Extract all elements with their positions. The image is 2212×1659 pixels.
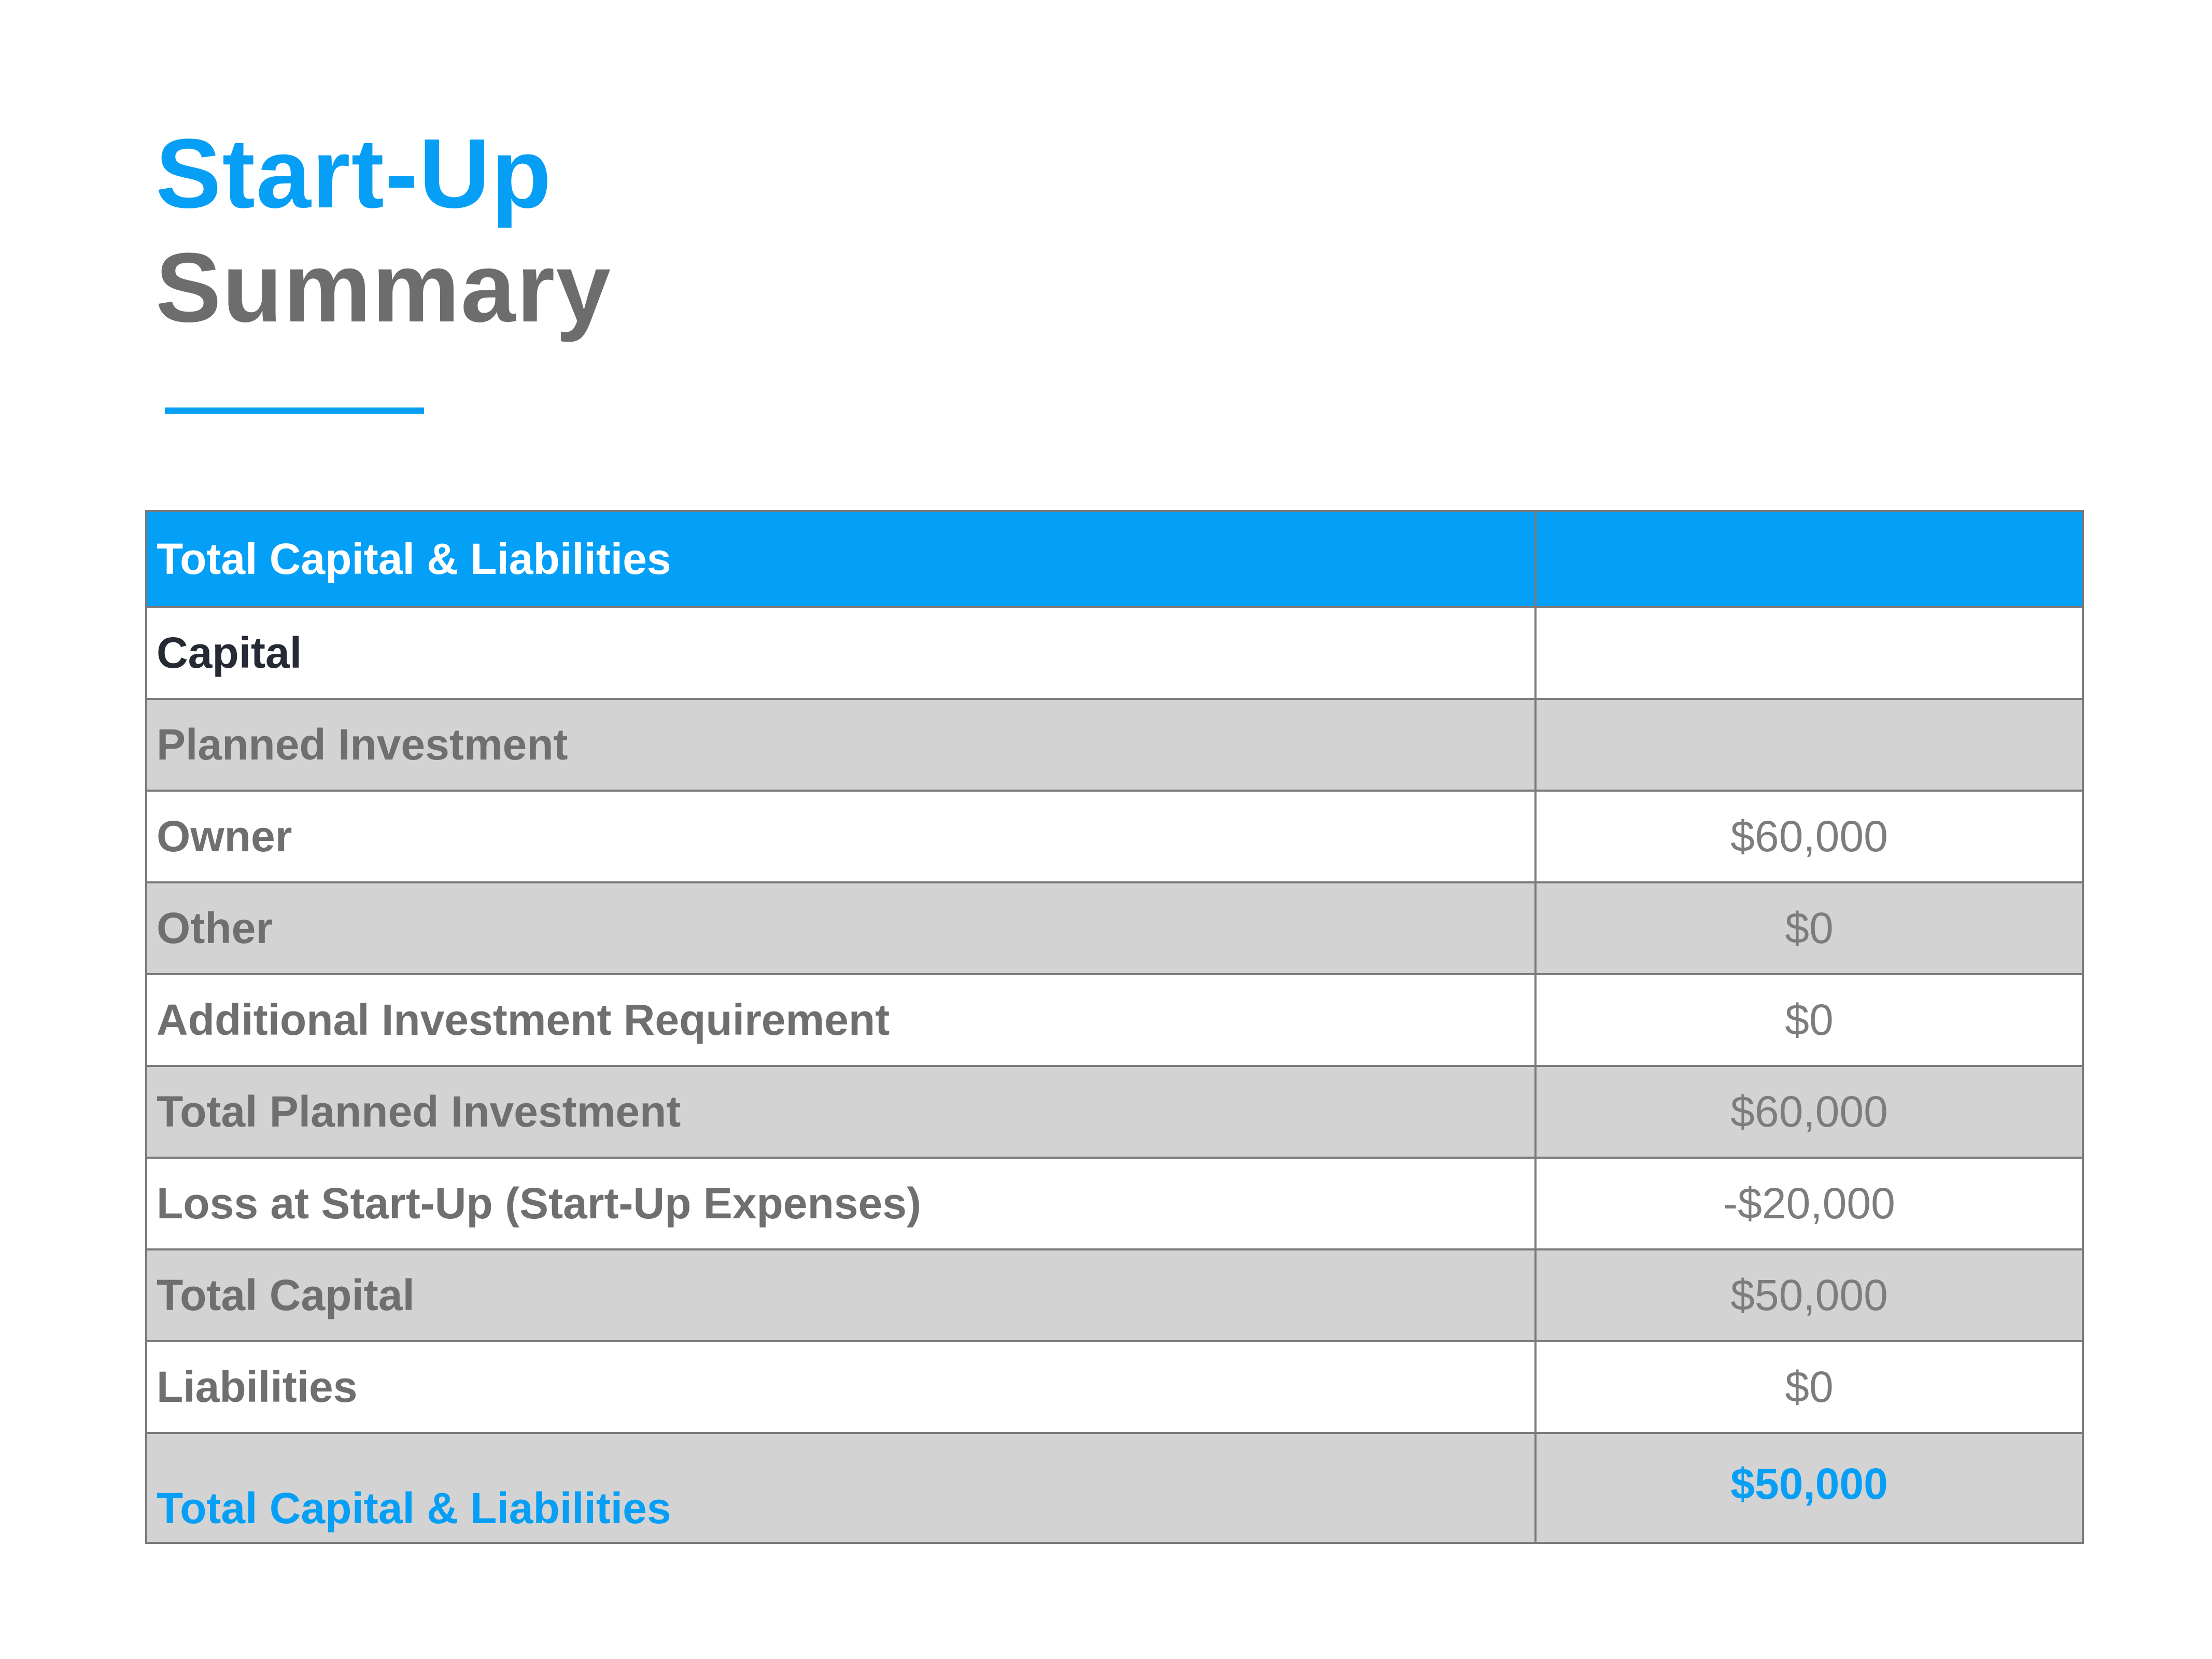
table-row: Additional Investment Requirement $0: [145, 973, 2084, 1067]
table-row: Liabilities $0: [145, 1340, 2084, 1434]
row-label-loss-at-start-up: Loss at Start-Up (Start-Up Expenses): [145, 1157, 1537, 1250]
total-label: Total Capital & Liabilities: [145, 1432, 1537, 1544]
row-value-total-capital: $50,000: [1534, 1248, 2084, 1342]
table-header-row: Total Capital & Liabilities: [145, 510, 2084, 608]
row-value-additional-investment: $0: [1534, 973, 2084, 1067]
table-row: Total Capital $50,000: [145, 1248, 2084, 1342]
row-value-planned-investment: [1534, 698, 2084, 792]
row-value-total-planned-investment: $60,000: [1534, 1065, 2084, 1159]
title-line-start-up: Start-Up: [156, 119, 553, 229]
title-underline: [165, 407, 424, 414]
table-row: Capital: [145, 606, 2084, 700]
startup-summary-table: Total Capital & Liabilities Capital Plan…: [145, 510, 2084, 1544]
row-label-capital: Capital: [145, 606, 1537, 700]
table-total-row: Total Capital & Liabilities $50,000: [145, 1432, 2084, 1544]
table-row: Other $0: [145, 881, 2084, 975]
table-row: Planned Investment: [145, 698, 2084, 792]
row-label-additional-investment: Additional Investment Requirement: [145, 973, 1537, 1067]
total-value: $50,000: [1534, 1432, 2084, 1544]
row-label-total-planned-investment: Total Planned Investment: [145, 1065, 1537, 1159]
row-label-other: Other: [145, 881, 1537, 975]
row-value-owner: $60,000: [1534, 790, 2084, 883]
row-label-total-capital: Total Capital: [145, 1248, 1537, 1342]
title-line-summary: Summary: [156, 233, 612, 343]
page-title: Start-Up Summary: [156, 124, 612, 353]
row-value-capital: [1534, 606, 2084, 700]
table-row: Owner $60,000: [145, 790, 2084, 883]
row-value-liabilities: $0: [1534, 1340, 2084, 1434]
row-value-other: $0: [1534, 881, 2084, 975]
table-row: Loss at Start-Up (Start-Up Expenses) -$2…: [145, 1157, 2084, 1250]
row-value-loss-at-start-up: -$20,000: [1534, 1157, 2084, 1250]
row-label-planned-investment: Planned Investment: [145, 698, 1537, 792]
header-label: Total Capital & Liabilities: [145, 510, 1537, 608]
row-label-owner: Owner: [145, 790, 1537, 883]
row-label-liabilities: Liabilities: [145, 1340, 1537, 1434]
table-row: Total Planned Investment $60,000: [145, 1065, 2084, 1159]
header-value: [1534, 510, 2084, 608]
